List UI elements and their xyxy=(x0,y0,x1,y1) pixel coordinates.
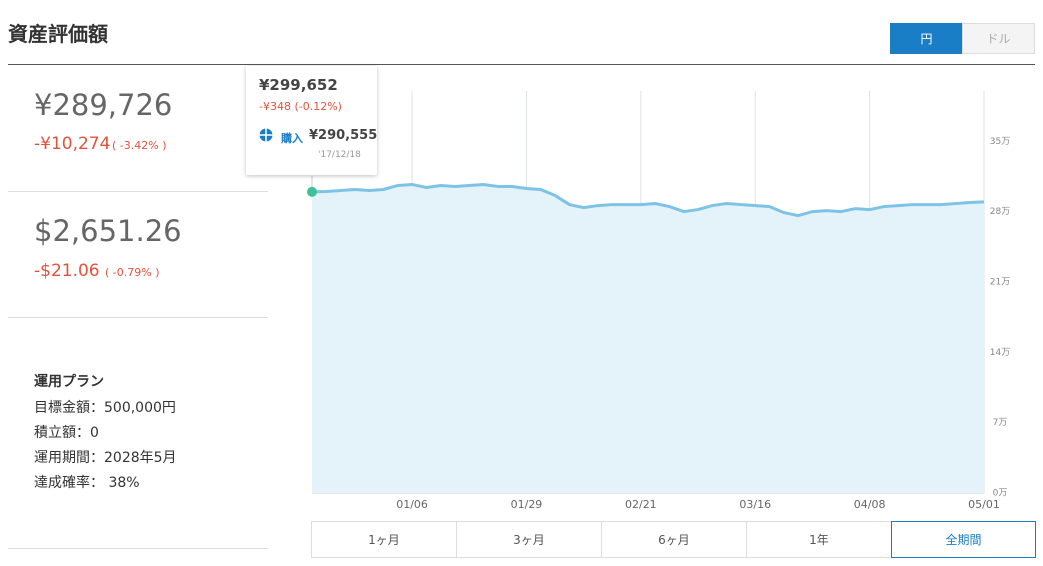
yen-change: -¥10,274 xyxy=(34,134,111,154)
yen-value: ¥289,726 xyxy=(34,88,173,122)
yen-change-pct: ( -3.42% ) xyxy=(112,139,167,152)
plan-item: 運用期間：2028年5月 xyxy=(34,450,177,466)
tooltip-label: 購入 xyxy=(281,132,303,145)
period-button[interactable]: 3ヶ月 xyxy=(456,521,602,558)
separator xyxy=(8,548,268,549)
x-tick-label: 03/16 xyxy=(739,498,771,511)
tooltip-value: ¥299,652 xyxy=(259,76,338,94)
marker xyxy=(307,186,317,197)
separator xyxy=(8,317,268,318)
toggle-dollar[interactable]: ドル xyxy=(962,23,1035,54)
plan-item: 積立額：0 xyxy=(34,425,99,441)
x-tick-label: 04/08 xyxy=(854,498,886,511)
y-tick-label: 0万 xyxy=(993,489,1008,499)
plan-item: 目標金額：500,000円 xyxy=(34,400,176,416)
y-tick-label: 28万 xyxy=(990,207,1010,217)
x-tick-label: 01/29 xyxy=(511,498,543,511)
tooltip-change: -¥348 (-0.12%) xyxy=(259,100,342,113)
line xyxy=(311,182,985,218)
period-button[interactable]: 全期間 xyxy=(891,521,1036,558)
x-tick-label: 02/21 xyxy=(625,498,657,511)
usd-change: -$21.06 xyxy=(34,261,100,281)
y-tick-label: 35万 xyxy=(990,137,1010,147)
tooltip: ¥299,652 -¥348 (-0.12%) 購入 ¥290,555 '17/… xyxy=(246,66,377,175)
plan-title: 運用プラン xyxy=(34,374,104,390)
usd-value: $2,651.26 xyxy=(34,214,182,248)
area xyxy=(312,184,984,493)
page-title: 資産評価額 xyxy=(8,22,108,46)
header-rule xyxy=(8,64,1035,65)
separator xyxy=(8,191,268,192)
tooltip-amount: ¥290,555 xyxy=(309,128,378,143)
plan-item: 達成確率： 38% xyxy=(34,475,140,491)
x-tick-label: 05/01 xyxy=(968,498,1000,511)
y-tick-label: 7万 xyxy=(993,418,1008,428)
usd-change-pct: ( -0.79% ) xyxy=(105,266,160,279)
buy-icon xyxy=(259,128,273,142)
period-button[interactable]: 1年 xyxy=(746,521,892,558)
period-button[interactable]: 6ヶ月 xyxy=(601,521,747,558)
tooltip-date: '17/12/18 xyxy=(318,150,361,160)
y-tick-label: 14万 xyxy=(990,348,1010,358)
period-button[interactable]: 1ヶ月 xyxy=(311,521,457,558)
x-tick-label: 01/06 xyxy=(396,498,428,511)
y-tick-label: 21万 xyxy=(990,277,1010,287)
toggle-yen[interactable]: 円 xyxy=(890,23,963,54)
